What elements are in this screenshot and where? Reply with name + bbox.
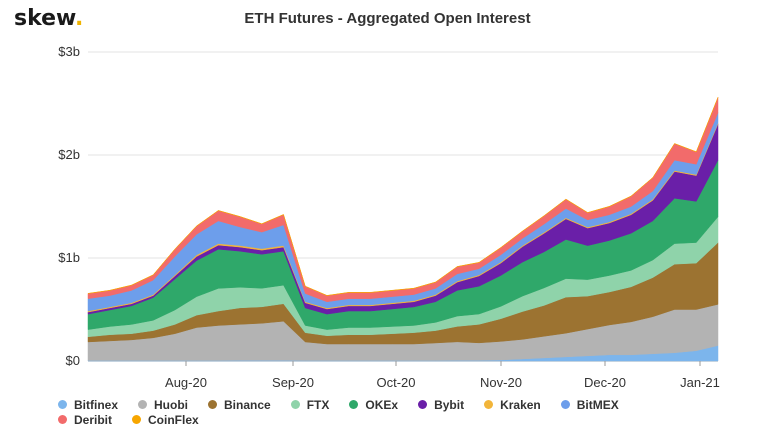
area-series-coinflex [87,97,719,296]
legend-label: Kraken [500,397,541,412]
legend-item-coinflex[interactable]: CoinFlex [132,413,199,427]
y-tick-label: $2b [58,147,80,162]
legend-label: BitMEX [576,397,619,412]
legend-swatch [138,400,148,409]
y-tick-label: $1b [58,250,80,265]
legend-item-huobi[interactable]: Huobi [138,398,188,412]
legend-swatch [132,415,142,424]
y-tick-label: $3b [58,44,80,59]
legend-label: Huobi [154,397,189,412]
legend-swatch [418,400,428,409]
x-tick-label: Nov-20 [480,375,522,390]
legend-item-ftx[interactable]: FTX [290,397,330,412]
legend-label: Bitfinex [74,397,119,412]
legend-label: Binance [224,397,271,412]
legend-item-bitmex[interactable]: BitMEX [560,397,619,412]
logo-dot: . [74,6,84,31]
x-tick-label: Aug-20 [165,375,207,390]
legend-item-bybit[interactable]: Bybit [418,398,464,412]
legend-swatch [290,400,300,409]
x-tick-label: Oct-20 [376,375,415,390]
x-tick-label: Dec-20 [584,375,626,390]
legend-label: FTX [306,397,330,412]
chart-area: $0 $1b $2b $3b Aug-20 Sep-20 Oct-20 Nov-20 Dec-2… [58,44,720,390]
legend-swatch [560,400,570,409]
legend-swatch [58,400,67,409]
legend-row: Bitfinex Huobi Binance FTX OKEx Bybit Kraken Bi… [58,397,758,412]
legend-label: Bybit [434,397,465,412]
y-tick-label: $0 [66,353,80,368]
logo-text: skew [14,6,75,31]
skew-logo: skew. [14,6,83,31]
legend-item-deribit[interactable]: Deribit [58,413,112,427]
x-tick-label: Sep-20 [272,375,314,390]
legend-item-kraken[interactable]: Kraken [484,398,541,412]
legend-label: CoinFlex [148,412,199,427]
legend-swatch [58,415,67,424]
legend-swatch [208,400,218,409]
x-tick-label: Jan-21 [680,375,720,390]
chart-legend: Bitfinex Huobi Binance FTX OKEx Bybit Kraken Bi… [58,397,758,427]
legend-item-binance[interactable]: Binance [208,398,271,412]
legend-item-okex[interactable]: OKEx [349,398,398,412]
legend-item-bitfinex[interactable]: Bitfinex [58,398,118,412]
chart-title: ETH Futures - Aggregated Open Interest [244,10,531,27]
legend-swatch [484,400,494,409]
legend-label: OKEx [365,397,399,412]
legend-swatch [349,400,359,409]
legend-label: Deribit [74,412,113,427]
legend-row: Deribit CoinFlex [58,412,758,427]
